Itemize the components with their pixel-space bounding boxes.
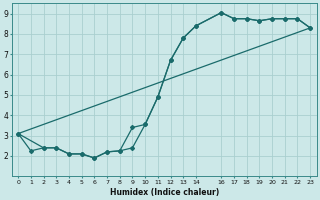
X-axis label: Humidex (Indice chaleur): Humidex (Indice chaleur) [109,188,219,197]
